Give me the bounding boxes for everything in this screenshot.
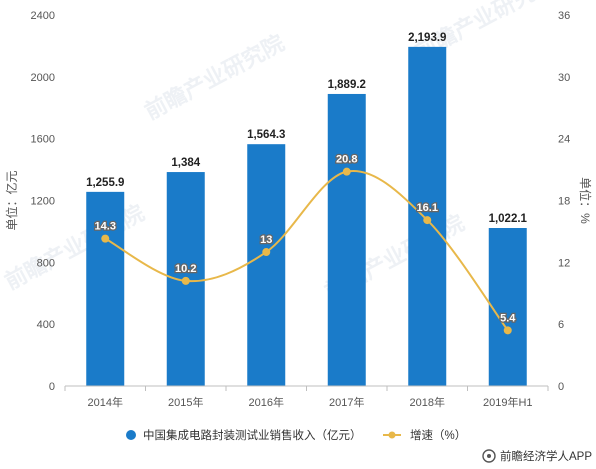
legend-line-label: 增速（%） xyxy=(410,428,466,442)
right-tick-label: 6 xyxy=(558,319,564,331)
left-tick-label: 800 xyxy=(37,257,55,269)
right-tick-label: 0 xyxy=(558,381,564,393)
growth-data-label: 13 xyxy=(260,234,272,246)
left-tick-label: 0 xyxy=(49,381,55,393)
growth-point xyxy=(101,234,110,243)
bar-series xyxy=(86,46,527,387)
left-axis-ticks: 0 400 800 1200 1600 2000 2400 xyxy=(31,10,55,393)
left-tick-label: 2000 xyxy=(31,72,55,84)
bar-2019年H1 xyxy=(488,228,527,386)
left-tick-label: 1600 xyxy=(31,134,55,146)
bar-data-label: 1,384 xyxy=(171,157,200,169)
growth-data-label: 14.3 xyxy=(95,221,116,233)
growth-data-label: 10.2 xyxy=(175,263,196,275)
right-tick-label: 30 xyxy=(558,72,570,84)
growth-data-labels: 14.3 10.2 13 20.8 16.1 5.4 xyxy=(93,152,517,325)
bar-2016年 xyxy=(247,144,286,386)
growth-point xyxy=(262,248,271,257)
credit: 前瞻经济学人APP xyxy=(482,449,592,463)
left-axis-title: 单位：亿元 xyxy=(4,170,19,230)
growth-point xyxy=(503,326,512,335)
credit-logo-icon xyxy=(482,449,496,463)
legend-line-marker xyxy=(388,431,396,439)
growth-point xyxy=(342,167,351,176)
bar-data-label: 2,193.9 xyxy=(408,32,446,44)
bar-data-label: 1,022.1 xyxy=(489,213,528,225)
x-tick-label: 2019年H1 xyxy=(483,395,533,409)
x-tick-label: 2017年 xyxy=(329,395,364,409)
credit-logo-dot xyxy=(487,454,491,458)
bar-data-label: 1,889.2 xyxy=(328,79,366,91)
bar-2017年 xyxy=(327,93,366,386)
x-tick-label: 2016年 xyxy=(249,395,284,409)
right-tick-label: 36 xyxy=(558,10,570,22)
bar-2014年 xyxy=(86,191,125,386)
legend: 中国集成电路封装测试业销售收入（亿元） 增速（%） xyxy=(126,428,466,442)
legend-bar-label: 中国集成电路封装测试业销售收入（亿元） xyxy=(143,428,362,442)
bar-data-label: 1,564.3 xyxy=(247,129,285,141)
growth-point xyxy=(423,216,432,225)
right-tick-label: 12 xyxy=(558,257,570,269)
right-tick-label: 18 xyxy=(558,196,570,208)
left-tick-label: 2400 xyxy=(31,10,55,22)
growth-data-label: 20.8 xyxy=(336,154,357,166)
bar-data-label: 1,255.9 xyxy=(86,177,124,189)
right-tick-label: 24 xyxy=(558,134,570,146)
x-axis-ticks: 2014年 2015年 2016年 2017年 2018年 2019年H1 xyxy=(64,386,549,409)
left-tick-label: 1200 xyxy=(31,196,55,208)
growth-data-label: 16.1 xyxy=(417,202,438,214)
growth-data-label: 5.4 xyxy=(500,312,516,324)
x-tick-label: 2015年 xyxy=(168,395,203,409)
left-tick-label: 400 xyxy=(37,319,55,331)
right-axis-title: 单位：% xyxy=(578,177,593,224)
growth-line xyxy=(104,169,509,331)
watermark-text: 前瞻产业研究院 xyxy=(141,30,289,124)
right-axis-ticks: 0 6 12 18 24 30 36 xyxy=(558,10,570,393)
credit-text: 前瞻经济学人APP xyxy=(500,449,592,463)
growth-point xyxy=(181,276,190,285)
bar-data-labels: 1,255.9 1,384 1,564.3 1,889.2 2,193.9 1,022.1 xyxy=(86,32,527,225)
x-tick-label: 2018年 xyxy=(410,395,445,409)
legend-bar-swatch xyxy=(126,430,136,440)
watermark-text: 前瞻产业研究院 xyxy=(1,200,149,294)
growth-points xyxy=(101,167,512,335)
x-tick-label: 2014年 xyxy=(88,395,123,409)
